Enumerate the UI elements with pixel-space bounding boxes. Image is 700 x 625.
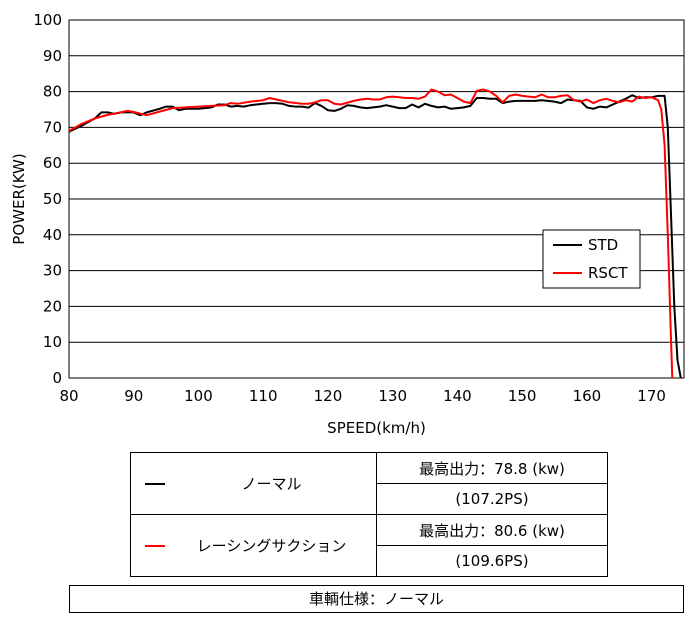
x-tick-label: 110 — [249, 387, 278, 405]
plot-area-frame — [68, 19, 685, 379]
grid-lines — [69, 55, 684, 343]
y-tick-label: 10 — [43, 333, 62, 351]
x-axis-title: SPEED(km/h) — [327, 419, 426, 437]
line-sample-black — [145, 482, 165, 485]
ps-racing-suction: (109.6PS) — [376, 545, 608, 577]
y-axis-ticks: 0 10 20 30 40 50 60 70 80 90 100 — [33, 11, 62, 387]
row-name-racing-suction: レーシングサクション — [196, 537, 347, 555]
line-sample-red — [145, 544, 165, 547]
x-tick-label: 130 — [378, 387, 407, 405]
y-axis-title: POWER(KW) — [10, 153, 28, 244]
row-name-cell: ノーマル — [130, 452, 377, 515]
x-tick-label: 140 — [443, 387, 472, 405]
y-tick-label: 80 — [43, 83, 62, 101]
x-tick-label: 170 — [637, 387, 666, 405]
table-row: ノーマル 最高出力：78.8 (kw) — [130, 452, 608, 515]
y-tick-label: 20 — [43, 297, 62, 315]
x-tick-label: 120 — [314, 387, 343, 405]
table-row: (109.6PS) — [131, 545, 608, 577]
legend-label-rsct: RSCT — [588, 264, 628, 282]
ps-normal: (107.2PS) — [376, 483, 608, 515]
power-chart: 0 10 20 30 40 50 60 70 80 90 100 80 90 100 110 120 130 1… — [10, 11, 685, 437]
legend-box — [542, 229, 641, 289]
y-tick-label: 30 — [43, 262, 62, 280]
x-tick-label: 80 — [59, 387, 78, 405]
spec-table: ノーマル 最高出力：78.8 (kw) (107.2PS) レーシングサクション… — [130, 452, 608, 577]
x-tick-label: 160 — [573, 387, 602, 405]
y-tick-label: 50 — [43, 190, 62, 208]
max-output-normal: 最高出力：78.8 (kw) — [376, 452, 608, 484]
max-output-racing-suction: 最高出力：80.6 (kw) — [376, 514, 608, 546]
y-tick-label: 90 — [43, 47, 62, 65]
y-tick-label: 70 — [43, 118, 62, 136]
x-tick-label: 100 — [184, 387, 213, 405]
x-tick-label: 90 — [124, 387, 143, 405]
x-tick-label: 150 — [508, 387, 537, 405]
y-tick-label: 60 — [43, 154, 62, 172]
row-name-cell: レーシングサクション — [130, 514, 377, 577]
series-line-rsct — [68, 88, 674, 379]
x-axis-ticks: 80 90 100 110 120 130 140 150 160 170 — [59, 387, 665, 405]
y-tick-label: 100 — [33, 11, 62, 29]
legend-label-std: STD — [588, 236, 618, 254]
row-name-normal: ノーマル — [241, 475, 302, 493]
y-tick-label: 40 — [43, 226, 62, 244]
table-row: (107.2PS) — [131, 483, 608, 515]
vehicle-spec-footer: 車輌仕様：ノーマル — [69, 585, 684, 613]
series-layer — [68, 88, 682, 379]
y-tick-label: 0 — [52, 369, 62, 387]
series-line-std — [68, 94, 682, 379]
chart-legend: STD RSCT — [542, 229, 641, 289]
table-row: レーシングサクション 最高出力：80.6 (kw) — [130, 514, 608, 577]
